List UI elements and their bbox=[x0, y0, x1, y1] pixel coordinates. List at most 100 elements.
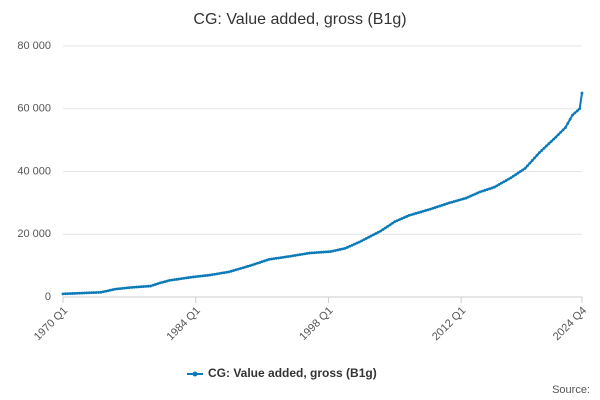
point bbox=[168, 278, 172, 282]
point bbox=[561, 128, 565, 132]
point bbox=[239, 267, 243, 270]
point bbox=[267, 257, 271, 261]
point bbox=[291, 254, 295, 258]
point bbox=[201, 274, 205, 278]
point bbox=[350, 243, 354, 247]
point bbox=[466, 195, 470, 199]
point bbox=[106, 289, 110, 293]
point bbox=[116, 287, 119, 291]
point bbox=[398, 218, 401, 221]
point bbox=[78, 291, 81, 295]
point bbox=[63, 292, 67, 296]
point bbox=[528, 161, 532, 165]
point bbox=[170, 278, 174, 282]
point bbox=[353, 242, 356, 246]
point bbox=[187, 276, 191, 279]
point bbox=[73, 291, 77, 295]
point bbox=[367, 235, 371, 239]
point bbox=[142, 285, 145, 288]
x-tick-label: 2012 Q1 bbox=[430, 305, 468, 343]
point bbox=[554, 135, 558, 139]
point bbox=[547, 142, 551, 146]
point bbox=[357, 240, 361, 244]
point bbox=[246, 264, 250, 268]
point bbox=[393, 220, 397, 224]
point bbox=[331, 249, 335, 253]
point bbox=[462, 197, 465, 201]
point bbox=[135, 285, 138, 289]
point bbox=[71, 292, 74, 295]
point bbox=[514, 173, 518, 177]
point bbox=[234, 268, 238, 272]
point bbox=[113, 287, 117, 291]
point bbox=[336, 248, 340, 252]
point bbox=[251, 263, 254, 267]
point bbox=[509, 176, 513, 180]
point bbox=[265, 258, 269, 262]
point bbox=[255, 261, 259, 265]
source: Source: bbox=[552, 384, 590, 396]
point bbox=[191, 275, 195, 279]
point bbox=[108, 288, 112, 292]
point bbox=[196, 275, 200, 278]
point bbox=[409, 213, 413, 217]
point bbox=[177, 277, 181, 281]
point bbox=[218, 272, 221, 275]
point bbox=[407, 214, 411, 217]
point bbox=[156, 282, 160, 286]
point bbox=[478, 190, 482, 194]
point bbox=[317, 250, 321, 254]
point bbox=[293, 254, 297, 257]
point bbox=[172, 278, 176, 282]
point bbox=[454, 199, 458, 203]
point bbox=[127, 286, 131, 289]
point bbox=[163, 280, 167, 284]
point bbox=[476, 191, 480, 195]
point bbox=[184, 276, 188, 280]
point bbox=[97, 290, 100, 294]
point bbox=[431, 206, 435, 210]
point bbox=[68, 292, 72, 295]
point bbox=[80, 291, 84, 295]
point bbox=[92, 291, 96, 294]
point bbox=[414, 211, 418, 215]
point bbox=[424, 209, 427, 212]
point bbox=[130, 285, 134, 289]
point bbox=[232, 269, 236, 272]
point bbox=[488, 187, 491, 191]
x-tick-label: 1970 Q1 bbox=[32, 305, 70, 343]
y-tick-label: 40 000 bbox=[17, 165, 51, 177]
point bbox=[194, 275, 198, 279]
point bbox=[85, 291, 89, 295]
point bbox=[213, 272, 217, 276]
point bbox=[284, 255, 288, 259]
y-tick-label: 20 000 bbox=[17, 228, 51, 240]
legend-marker bbox=[192, 371, 198, 377]
point bbox=[504, 179, 508, 182]
point bbox=[469, 194, 473, 198]
point bbox=[457, 198, 461, 202]
point bbox=[199, 274, 202, 278]
point bbox=[182, 276, 186, 280]
point bbox=[566, 122, 570, 125]
point bbox=[149, 284, 153, 288]
point bbox=[445, 202, 449, 206]
point bbox=[75, 291, 79, 295]
point bbox=[438, 204, 442, 208]
point bbox=[132, 285, 136, 289]
point bbox=[338, 248, 342, 251]
point bbox=[158, 281, 162, 285]
point bbox=[542, 146, 546, 150]
point bbox=[450, 200, 454, 204]
point bbox=[303, 252, 307, 256]
point bbox=[87, 291, 91, 295]
point bbox=[154, 283, 157, 286]
point bbox=[253, 262, 257, 266]
point bbox=[559, 130, 563, 134]
point bbox=[564, 126, 567, 129]
point bbox=[549, 140, 553, 143]
point bbox=[575, 109, 579, 113]
x-tick-label: 2024 Q4 bbox=[551, 305, 589, 343]
point bbox=[364, 237, 368, 240]
point bbox=[272, 257, 276, 261]
